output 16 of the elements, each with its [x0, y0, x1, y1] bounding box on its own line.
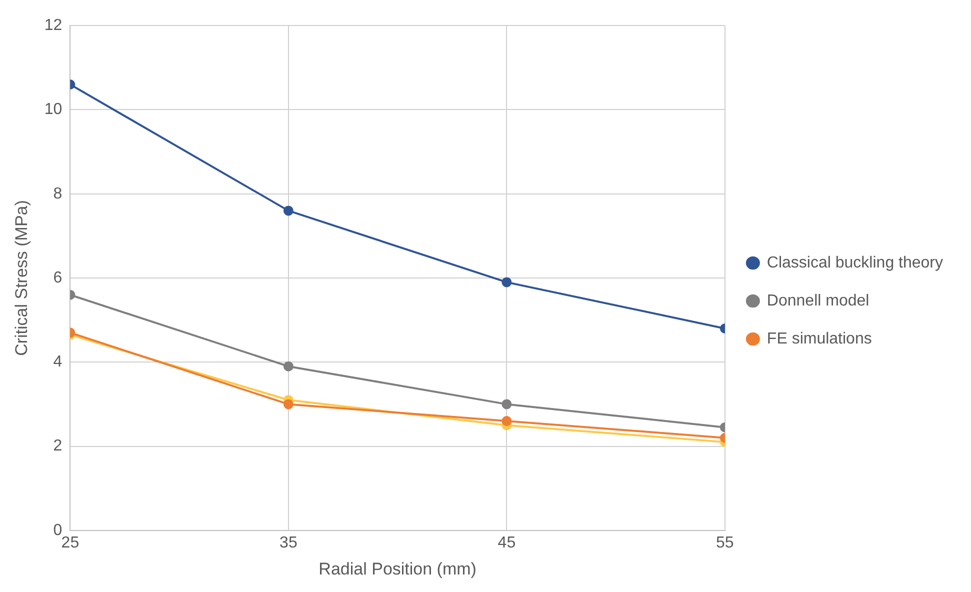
- legend-label: Classical buckling theory: [766, 254, 943, 272]
- legend-label: Donnell model: [766, 292, 870, 310]
- y-tick-label: 12: [44, 17, 62, 34]
- x-tick-label: 45: [498, 534, 516, 552]
- y-tick-label: 10: [44, 101, 62, 118]
- x-tick-label: 25: [61, 534, 80, 552]
- x-axis-title: Radial Position (mm): [318, 559, 476, 578]
- x-tick-label: 35: [280, 534, 298, 552]
- y-tick-label: 2: [53, 438, 62, 455]
- y-tick-label: 0: [53, 522, 62, 539]
- y-tick-label: 6: [53, 269, 62, 286]
- y-tick-label: 4: [53, 354, 62, 371]
- y-tick-label: 8: [53, 185, 62, 202]
- y-axis-title: Critical Stress (MPa): [12, 200, 31, 356]
- x-tick-label: 55: [716, 534, 734, 552]
- legend-label: FE simulations: [766, 330, 872, 348]
